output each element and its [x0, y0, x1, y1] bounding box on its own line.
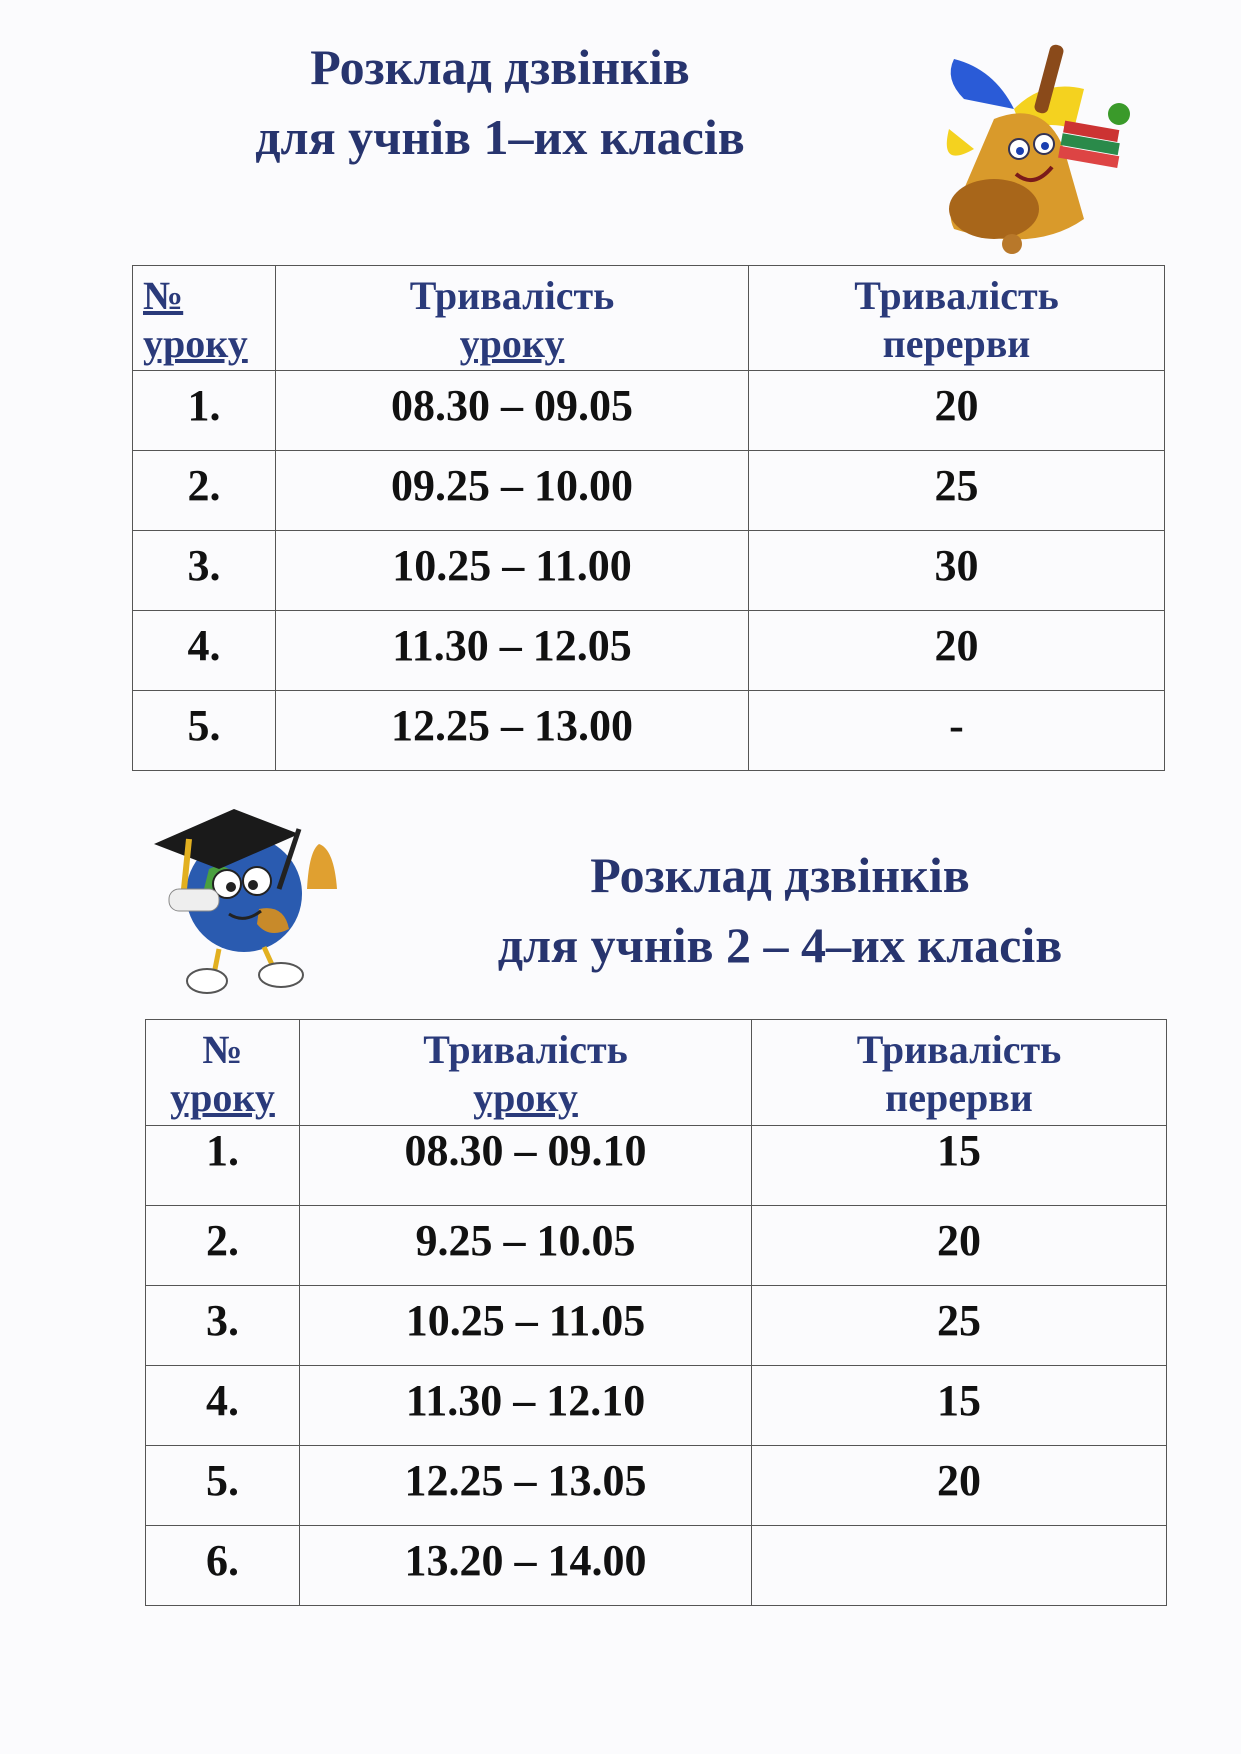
header-lesson-number: № уроку: [132, 265, 276, 371]
break-minutes: 20: [751, 1445, 1167, 1526]
break-minutes: 25: [748, 450, 1165, 531]
lesson-number: 5.: [145, 1445, 300, 1526]
break-minutes: 20: [751, 1205, 1167, 1286]
header-text: №: [143, 273, 184, 318]
header-text: Тривалість: [854, 273, 1059, 318]
table-row: 5. 12.25 – 13.05 20: [145, 1445, 1167, 1526]
lesson-time: 08.30 – 09.05: [275, 370, 749, 451]
schedule2-table: № уроку Тривалість уроку Тривалість пере…: [145, 1019, 1167, 1606]
lesson-time: 12.25 – 13.05: [299, 1445, 752, 1526]
lesson-number: 5.: [132, 690, 276, 771]
break-minutes: 25: [751, 1285, 1167, 1366]
lesson-time: 11.30 – 12.10: [299, 1365, 752, 1446]
lesson-number: 4.: [145, 1365, 300, 1446]
header-break-duration: Тривалість перерви: [751, 1019, 1167, 1126]
table-row: 2. 9.25 – 10.05 20: [145, 1205, 1167, 1286]
table-row: 5. 12.25 – 13.00-: [132, 690, 1165, 771]
header-text: №: [202, 1027, 243, 1072]
lesson-time: 10.25 – 11.05: [299, 1285, 752, 1366]
lesson-time: 09.25 – 10.00: [275, 450, 749, 531]
lesson-number: 3.: [132, 530, 276, 611]
table-row: 3. 10.25 – 11.00 30: [132, 530, 1165, 611]
lesson-time: 08.30 – 09.10: [299, 1125, 752, 1206]
schedule2-title-line2: для учнів 2 – 4–их класів: [497, 917, 1063, 973]
lesson-time: 11.30 – 12.05: [275, 610, 749, 691]
lesson-number: 1.: [145, 1125, 300, 1206]
header-text: уроку: [143, 321, 248, 366]
break-minutes: -: [748, 690, 1165, 771]
header-text: уроку: [459, 321, 565, 366]
lesson-time: 13.20 – 14.00: [299, 1525, 752, 1606]
header-text: Тривалість: [423, 1027, 628, 1072]
header-lesson-duration: Тривалість уроку: [299, 1019, 752, 1126]
table-row: 1. 08.30 – 09.10 15: [145, 1125, 1167, 1206]
table-row: 4. 11.30 – 12.10 15: [145, 1365, 1167, 1446]
break-minutes: 15: [751, 1125, 1167, 1206]
header-text: уроку: [170, 1075, 275, 1120]
header-text: уроку: [473, 1075, 578, 1120]
lesson-time: 12.25 – 13.00: [275, 690, 749, 771]
table-row: 2. 09.25 – 10.00 25: [132, 450, 1165, 531]
lesson-number: 6.: [145, 1525, 300, 1606]
lesson-number: 3.: [145, 1285, 300, 1366]
cartoon-globe-graduate-icon: [154, 809, 337, 994]
header-lesson-number: № уроку: [145, 1019, 300, 1126]
lesson-number: 2.: [132, 450, 276, 531]
schedule2-title: Розклад дзвінків для учнів 2 – 4–их клас…: [430, 840, 1130, 980]
table-row: 3. 10.25 – 11.05 25: [145, 1285, 1167, 1366]
lesson-time: 10.25 – 11.00: [275, 530, 749, 611]
table-row: 6. 13.20 – 14.00: [145, 1525, 1167, 1606]
header-text: перерви: [882, 321, 1031, 366]
lesson-time: 9.25 – 10.05: [299, 1205, 752, 1286]
lesson-number: 1.: [132, 370, 276, 451]
break-minutes: [751, 1525, 1167, 1606]
schedule1-title-line1: Розклад дзвінків: [310, 39, 690, 95]
lesson-number: 4.: [132, 610, 276, 691]
schedule2-title-line1: Розклад дзвінків: [590, 847, 970, 903]
header-text: Тривалість: [856, 1027, 1062, 1072]
table-header-row: № уроку Тривалість уроку Тривалість пере…: [132, 265, 1165, 371]
header-text: Тривалість: [409, 273, 615, 318]
schedule1-table: № уроку Тривалість уроку Тривалість пере…: [132, 265, 1165, 771]
table-row: 4. 11.30 – 12.05 20: [132, 610, 1165, 691]
table-row: 1. 08.30 – 09.05 20: [132, 370, 1165, 451]
break-minutes: 20: [748, 610, 1165, 691]
schedule1-title-line2: для учнів 1–их класів: [255, 109, 745, 165]
break-minutes: 20: [748, 370, 1165, 451]
lesson-number: 2.: [145, 1205, 300, 1286]
header-text: перерви: [885, 1075, 1033, 1120]
header-lesson-duration: Тривалість уроку: [275, 265, 749, 371]
break-minutes: 15: [751, 1365, 1167, 1446]
schedule1-title: Розклад дзвінків для учнів 1–их класів: [200, 32, 800, 172]
header-break-duration: Тривалість перерви: [748, 265, 1165, 371]
cartoon-bell-icon: [946, 44, 1130, 254]
break-minutes: 30: [748, 530, 1165, 611]
table-header-row: № уроку Тривалість уроку Тривалість пере…: [145, 1019, 1167, 1126]
